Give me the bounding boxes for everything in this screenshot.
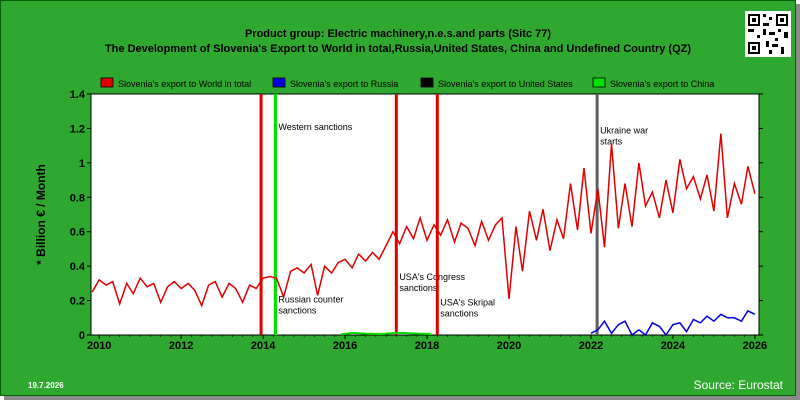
x-tick-label: 2024 xyxy=(661,340,686,352)
legend-swatch xyxy=(420,77,434,88)
series-line xyxy=(91,133,756,308)
source-label: Source: Eurostat xyxy=(693,378,783,392)
event-label: USA's Skripal xyxy=(440,298,495,308)
date-stamp: 19.7.2026 xyxy=(28,381,64,390)
event-label: Russian counter xyxy=(278,294,343,304)
event-label: sanctions xyxy=(278,305,317,315)
x-tick-label: 2012 xyxy=(169,340,193,352)
x-tick-label: 2018 xyxy=(415,340,439,352)
x-tick-label: 2022 xyxy=(579,340,603,352)
x-tick-label: 2026 xyxy=(743,340,767,352)
x-tick-label: 2010 xyxy=(87,340,111,352)
qr-code-icon xyxy=(745,11,791,57)
legend-swatch xyxy=(272,77,286,88)
y-tick-label: 0.6 xyxy=(70,227,85,239)
y-tick-label: 1.2 xyxy=(70,123,85,135)
x-tick-label: 2014 xyxy=(251,340,276,352)
y-axis-label: * Billion € / Month xyxy=(34,164,48,265)
y-tick-label: 0.4 xyxy=(70,261,86,273)
legend-label: Slovenia's export to United States xyxy=(438,79,573,89)
plot-area xyxy=(90,93,760,336)
series-line xyxy=(340,331,432,336)
series-line xyxy=(590,309,756,337)
y-tick-label: 1.4 xyxy=(70,89,86,101)
y-tick-label: 1 xyxy=(79,158,85,170)
legend-label: Slovenia's export to China xyxy=(610,79,714,89)
legend-swatch xyxy=(100,77,114,88)
event-label: Western sanctions xyxy=(278,122,352,132)
event-label: Ukraine war xyxy=(600,126,648,136)
x-tick-label: 2016 xyxy=(333,340,357,352)
chart-title: Product group: Electric machinery,n.e.s.… xyxy=(244,28,552,40)
legend-swatch xyxy=(592,77,606,88)
y-tick-label: 0 xyxy=(79,330,85,342)
y-tick-label: 0.8 xyxy=(70,192,85,204)
legend-label: Slovenia's export to World in total xyxy=(118,79,251,89)
chart-subtitle: The Development of Slovenia's Export to … xyxy=(104,43,692,55)
event-label: USA's Congress xyxy=(399,272,465,282)
x-tick-label: 2020 xyxy=(497,340,521,352)
legend-label: Slovenia's export to Russia xyxy=(290,79,398,89)
event-label: sanctions xyxy=(440,309,479,319)
event-label: sanctions xyxy=(399,283,438,293)
y-tick-label: 0.2 xyxy=(70,296,85,308)
event-label: starts xyxy=(600,137,623,147)
